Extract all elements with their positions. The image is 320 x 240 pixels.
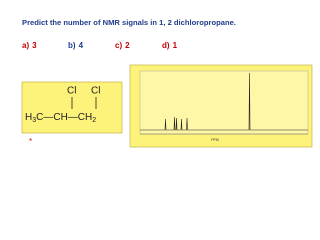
formula-subscript: 3 [32, 117, 36, 124]
chlorine-label: Cl [91, 86, 100, 97]
axis-label: PPM [211, 138, 219, 142]
option-text: 3 [32, 41, 37, 50]
formula-part: C—CH—CH [36, 112, 92, 123]
formula-subscript: 2 [92, 117, 96, 124]
option-label: d) [162, 41, 170, 50]
formula: H3C—CH—CH2 [25, 112, 96, 124]
formula-part: H [25, 112, 32, 123]
option-label: c) [115, 41, 122, 50]
question: Predict the number of NMR signals in 1, … [22, 18, 236, 27]
spectrum-plot [139, 70, 309, 135]
option[interactable]: a) 3 [22, 41, 37, 50]
option-label: a) [22, 41, 29, 50]
option[interactable]: c) 2 [115, 41, 130, 50]
marker: * [29, 137, 32, 146]
option[interactable]: d) 1 [162, 41, 178, 50]
option-text: 4 [79, 41, 84, 50]
option[interactable]: b) 4 [68, 41, 84, 50]
option-text: 1 [173, 41, 178, 50]
chlorine-label: Cl [67, 86, 76, 97]
option-label: b) [68, 41, 76, 50]
slide: Predict the number of NMR signals in 1, … [21, 18, 313, 148]
spectrum-trace [140, 72, 308, 131]
options: a) 3 b) 4 c) 2 d) 1 [22, 41, 178, 50]
option-text: 2 [125, 41, 130, 50]
